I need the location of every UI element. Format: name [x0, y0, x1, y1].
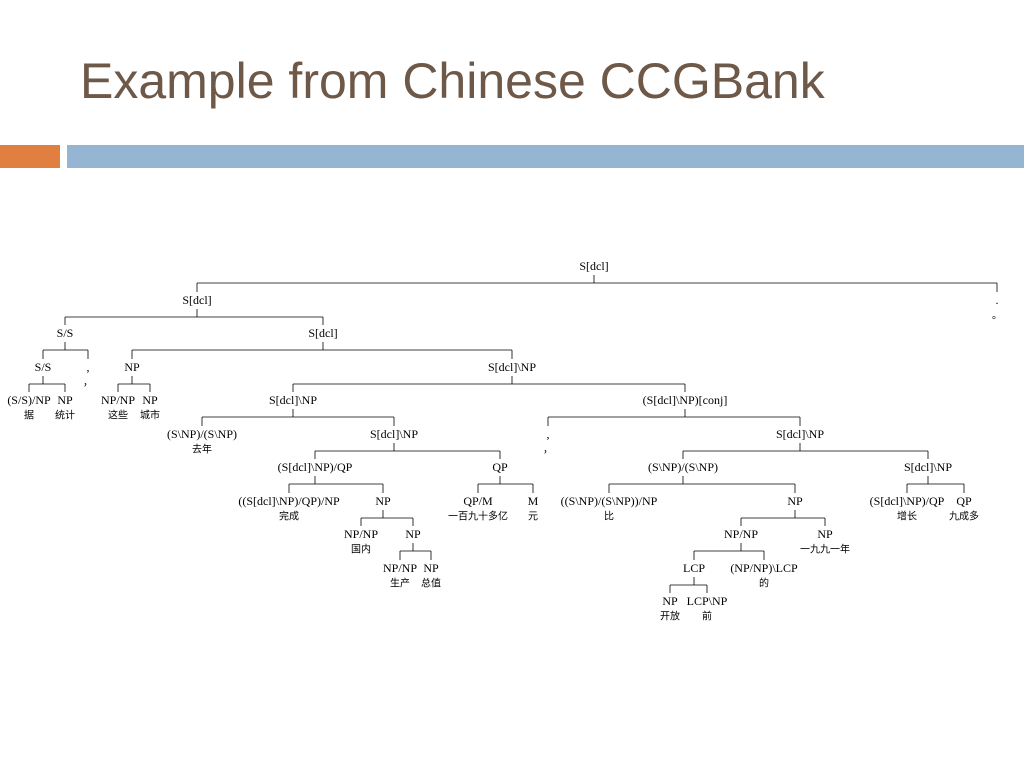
- node-label: NP: [787, 494, 803, 508]
- node-label: NP/NP: [724, 527, 758, 541]
- word: ，: [543, 444, 553, 455]
- node-label: LCP: [683, 561, 705, 575]
- node-label: (NP/NP)\LCP: [730, 561, 798, 575]
- word: 城市: [140, 408, 160, 421]
- word: 总值: [421, 576, 441, 589]
- node-label: (S[dcl]\NP)[conj]: [643, 393, 728, 407]
- node-label: S[dcl]\NP: [904, 460, 952, 474]
- parse-tree: S[dcl]S[dcl]S/SS/S(S/S)/NP据NP统计,，S[dcl]N…: [7, 259, 1002, 623]
- node-label: S/S: [35, 360, 52, 374]
- node-label: ,: [87, 360, 90, 374]
- node-label: S[dcl]\NP: [488, 360, 536, 374]
- node-label: ,: [547, 427, 550, 441]
- word: 元: [528, 511, 538, 522]
- word: 比: [604, 510, 614, 522]
- node-label: NP: [405, 527, 421, 541]
- node-label: (S\NP)/(S\NP): [167, 427, 237, 441]
- node-label: QP: [956, 494, 972, 508]
- word: 九成多: [949, 509, 979, 522]
- node-label: .: [996, 293, 999, 307]
- word: 国内: [351, 542, 371, 555]
- word: 的: [759, 576, 769, 589]
- header-bar: [67, 145, 1024, 168]
- node-label: NP: [57, 393, 73, 407]
- word: 据: [24, 408, 34, 421]
- word: 这些: [108, 408, 128, 421]
- node-label: S/S: [57, 326, 74, 340]
- word: 。: [992, 310, 1002, 321]
- node-label: ((S\NP)/(S\NP))/NP: [561, 494, 658, 508]
- node-label: NP: [817, 527, 833, 541]
- word: ，: [83, 377, 93, 388]
- node-label: NP: [423, 561, 439, 575]
- node-label: NP: [142, 393, 158, 407]
- word: 一九九一年: [800, 542, 850, 555]
- node-label: S[dcl]: [579, 259, 608, 273]
- node-label: S[dcl]\NP: [370, 427, 418, 441]
- node-label: NP/NP: [383, 561, 417, 575]
- accent-bar: [0, 145, 60, 168]
- slide-title: Example from Chinese CCGBank: [80, 53, 825, 109]
- node-label: (S/S)/NP: [7, 393, 51, 407]
- word: 统计: [55, 408, 75, 421]
- node-label: S[dcl]\NP: [269, 393, 317, 407]
- node-label: LCP\NP: [687, 594, 728, 608]
- node-label: NP: [375, 494, 391, 508]
- node-label: (S\NP)/(S\NP): [648, 460, 718, 474]
- node-label: S[dcl]: [308, 326, 337, 340]
- word: 完成: [279, 509, 299, 522]
- node-label: (S[dcl]\NP)/QP: [870, 494, 945, 508]
- node-label: NP: [124, 360, 140, 374]
- node-label: NP: [662, 594, 678, 608]
- word: 一百九十多亿: [448, 509, 508, 522]
- node-label: QP: [492, 460, 508, 474]
- word: 开放: [660, 609, 680, 622]
- node-label: NP/NP: [101, 393, 135, 407]
- node-label: S[dcl]: [182, 293, 211, 307]
- word: 前: [702, 609, 712, 622]
- word: 增长: [897, 509, 917, 522]
- word: 去年: [192, 442, 212, 455]
- node-label: NP/NP: [344, 527, 378, 541]
- word: 生产: [390, 576, 410, 589]
- node-label: ((S[dcl]\NP)/QP)/NP: [238, 494, 340, 508]
- node-label: (S[dcl]\NP)/QP: [278, 460, 353, 474]
- node-label: S[dcl]\NP: [776, 427, 824, 441]
- node-label: QP/M: [463, 494, 493, 508]
- node-label: M: [528, 494, 539, 508]
